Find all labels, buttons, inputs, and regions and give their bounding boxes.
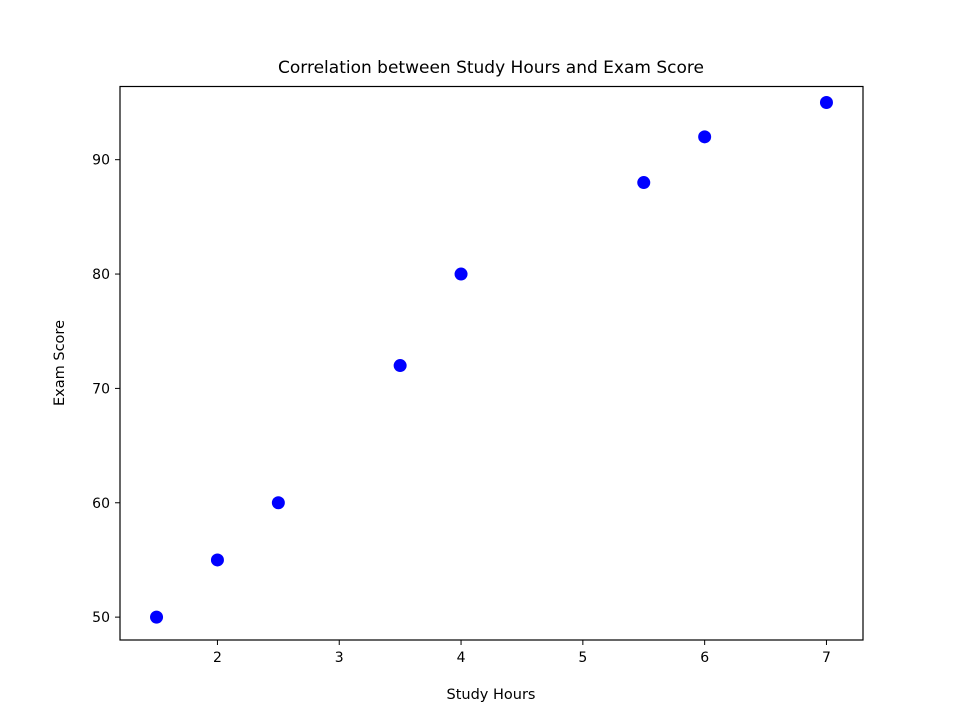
y-tick-label: 50 [92, 610, 110, 626]
x-tick-label: 2 [213, 650, 222, 666]
x-tick-label: 6 [700, 650, 709, 666]
ticks-layer: 2 3 4 5 6 7 50 60 70 80 90 [92, 153, 831, 666]
data-point [150, 610, 164, 624]
data-point [698, 130, 712, 144]
x-tick-label: 4 [457, 650, 466, 666]
data-point [210, 553, 224, 567]
points-layer [150, 96, 833, 624]
data-point [819, 96, 833, 110]
x-tick-label: 5 [578, 650, 587, 666]
x-axis-label: Study Hours [447, 687, 536, 703]
y-axis-label: Exam Score [52, 320, 68, 406]
x-tick-label: 3 [335, 650, 344, 666]
data-point [271, 496, 285, 510]
plot-area-frame [119, 85, 864, 641]
chart-title: Correlation between Study Hours and Exam… [278, 58, 704, 78]
y-tick-label: 60 [92, 496, 110, 512]
y-tick-label: 80 [92, 267, 110, 283]
y-tick-label: 70 [92, 381, 110, 397]
y-tick-label: 90 [92, 153, 110, 169]
x-tick-label: 7 [822, 650, 831, 666]
data-point [637, 176, 651, 190]
data-point [454, 267, 468, 281]
data-point [393, 359, 407, 373]
